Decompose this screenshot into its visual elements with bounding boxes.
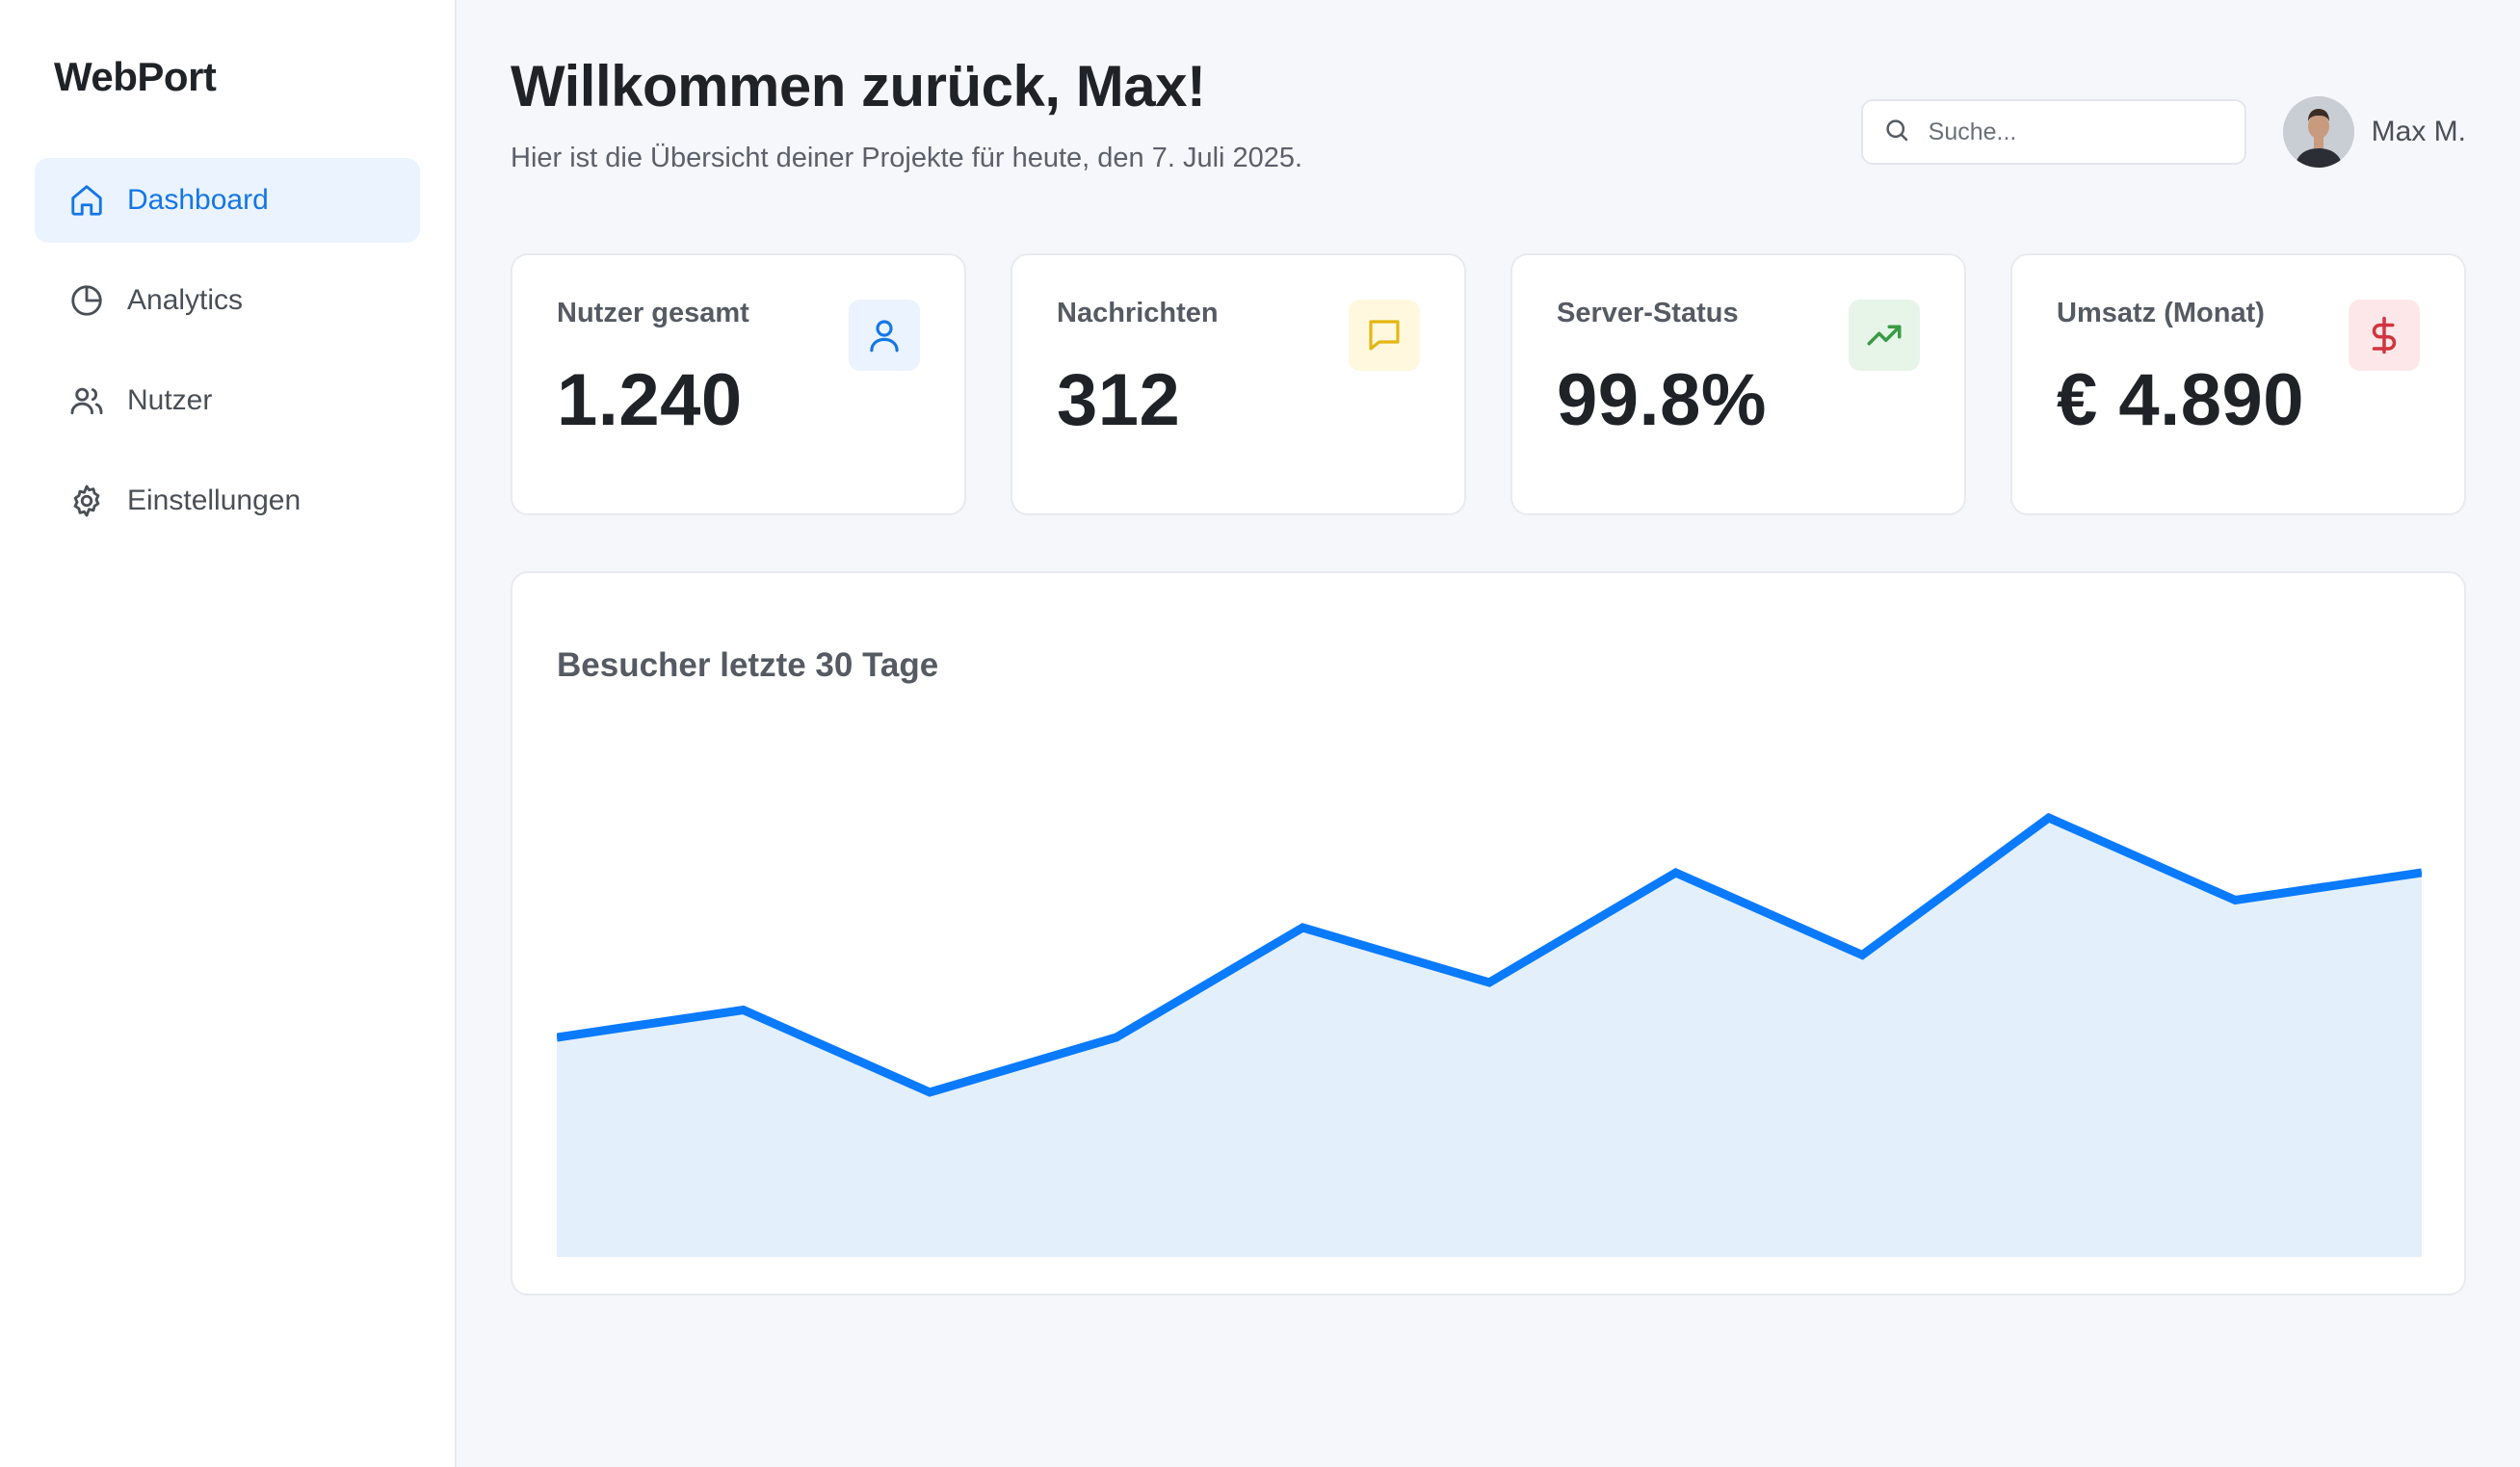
user-avatar-icon — [2282, 96, 2354, 168]
search-input[interactable] — [1928, 118, 2237, 146]
chart-point-0 — [557, 1036, 558, 1038]
stat-value: 99.8% — [1557, 359, 1767, 441]
chart-point-3 — [1115, 1036, 1117, 1038]
sidebar-nav: Dashboard Analytics Nutzer Einstellungen — [35, 158, 420, 543]
chart-point-8 — [2047, 817, 2050, 819]
message-icon — [1349, 300, 1420, 371]
brand-logo[interactable]: WebPort — [54, 54, 217, 99]
chart-point-6 — [1674, 872, 1677, 874]
stat-label: Umsatz (Monat) — [2057, 298, 2265, 328]
stat-card-messages[interactable]: Nachrichten 312 — [1011, 253, 1466, 515]
visitors-chart-card: Besucher letzte 30 Tage — [511, 571, 2466, 1296]
gear-icon — [67, 482, 106, 520]
users-icon — [67, 381, 106, 420]
visitors-area-chart — [557, 812, 2422, 1257]
stat-label: Nachrichten — [1057, 298, 1219, 328]
chart-title: Besucher letzte 30 Tage — [557, 646, 939, 684]
stat-card-server-status[interactable]: Server-Status 99.8% — [1510, 253, 1966, 515]
page-subtitle: Hier ist die Übersicht deiner Projekte f… — [511, 143, 1303, 173]
sidebar-item-label: Nutzer — [127, 384, 213, 416]
page-header: Willkommen zurück, Max! Hier ist die Übe… — [511, 52, 2466, 174]
chart-area-fill — [557, 818, 2422, 1257]
stat-value: 312 — [1057, 359, 1181, 441]
avatar[interactable] — [2282, 96, 2354, 168]
stat-label: Server-Status — [1557, 298, 1739, 328]
chart-point-2 — [929, 1091, 932, 1093]
chart-point-5 — [1488, 982, 1490, 983]
header-actions: Max M. — [1860, 96, 2466, 168]
chart-point-10 — [2421, 872, 2422, 874]
stat-card-users[interactable]: Nutzer gesamt 1.240 — [511, 253, 966, 515]
sidebar-item-label: Einstellungen — [127, 485, 302, 516]
sidebar-item-label: Analytics — [127, 284, 244, 316]
search-icon — [1882, 116, 1911, 149]
sidebar-item-nutzer[interactable]: Nutzer — [35, 358, 420, 443]
sidebar-item-analytics[interactable]: Analytics — [35, 258, 420, 343]
chart-point-4 — [1301, 927, 1304, 929]
trending-up-icon — [1849, 300, 1920, 371]
home-icon — [67, 181, 106, 220]
sidebar-item-label: Dashboard — [127, 184, 269, 216]
user-name: Max M. — [2371, 116, 2466, 147]
search-box[interactable] — [1860, 99, 2246, 165]
header-text: Willkommen zurück, Max! Hier ist die Übe… — [511, 52, 1302, 174]
chart-point-9 — [2234, 899, 2237, 902]
stat-cards: Nutzer gesamt 1.240 Nachrichten 312 Serv… — [511, 253, 2466, 515]
chart-point-7 — [1861, 954, 1864, 956]
user-menu[interactable]: Max M. — [2282, 96, 2466, 168]
stat-card-revenue[interactable]: Umsatz (Monat) € 4.890 — [2010, 253, 2466, 515]
dollar-icon — [2349, 300, 2420, 371]
pie-chart-icon — [67, 281, 106, 320]
stat-value: € 4.890 — [2057, 359, 2305, 441]
main-content: Willkommen zurück, Max! Hier ist die Übe… — [457, 0, 2520, 1467]
sidebar: WebPort Dashboard Analytics Nutzer — [0, 0, 457, 1467]
user-icon — [849, 300, 920, 371]
stat-value: 1.240 — [557, 359, 743, 441]
chart-point-1 — [742, 1009, 745, 1011]
page-title: Willkommen zurück, Max! — [511, 54, 1206, 118]
stat-label: Nutzer gesamt — [557, 298, 749, 328]
sidebar-item-dashboard[interactable]: Dashboard — [35, 158, 420, 243]
sidebar-item-einstellungen[interactable]: Einstellungen — [35, 458, 420, 543]
